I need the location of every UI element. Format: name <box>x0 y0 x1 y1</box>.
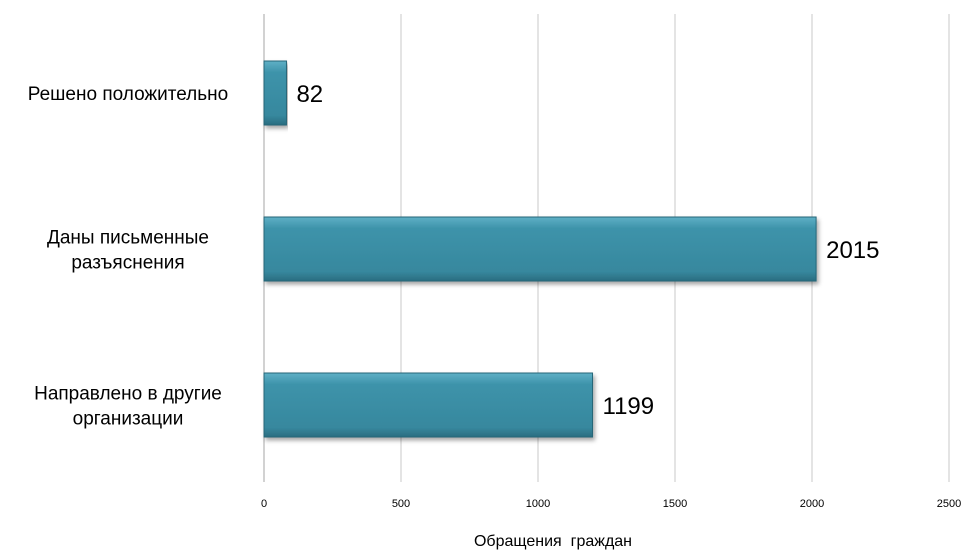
data-label: 1199 <box>603 393 655 420</box>
bars <box>263 60 817 438</box>
bar-2 <box>263 372 594 438</box>
category-labels: Решено положительно Даны письменные разъяс… <box>28 84 228 430</box>
x-tick-label: 1500 <box>663 498 687 510</box>
x-tick-label: 0 <box>261 498 267 510</box>
category-label: Даны письменные разъяснения <box>47 228 209 274</box>
x-axis-ticks: 0 500 1000 1500 2000 2500 <box>261 498 961 510</box>
category-label: Направлено в другие организации <box>34 384 222 430</box>
bar-1 <box>263 216 817 282</box>
x-tick-label: 500 <box>392 498 410 510</box>
category-label: Решено положительно <box>28 84 228 105</box>
x-tick-label: 2500 <box>937 498 961 510</box>
data-labels: 82 2015 1199 <box>296 81 879 420</box>
data-label: 2015 <box>826 237 879 264</box>
x-tick-label: 1000 <box>526 498 550 510</box>
x-tick-label: 2000 <box>800 498 824 510</box>
bar-0 <box>263 60 287 126</box>
x-axis-title: Обращения граждан <box>474 533 632 550</box>
data-label: 82 <box>296 81 323 108</box>
